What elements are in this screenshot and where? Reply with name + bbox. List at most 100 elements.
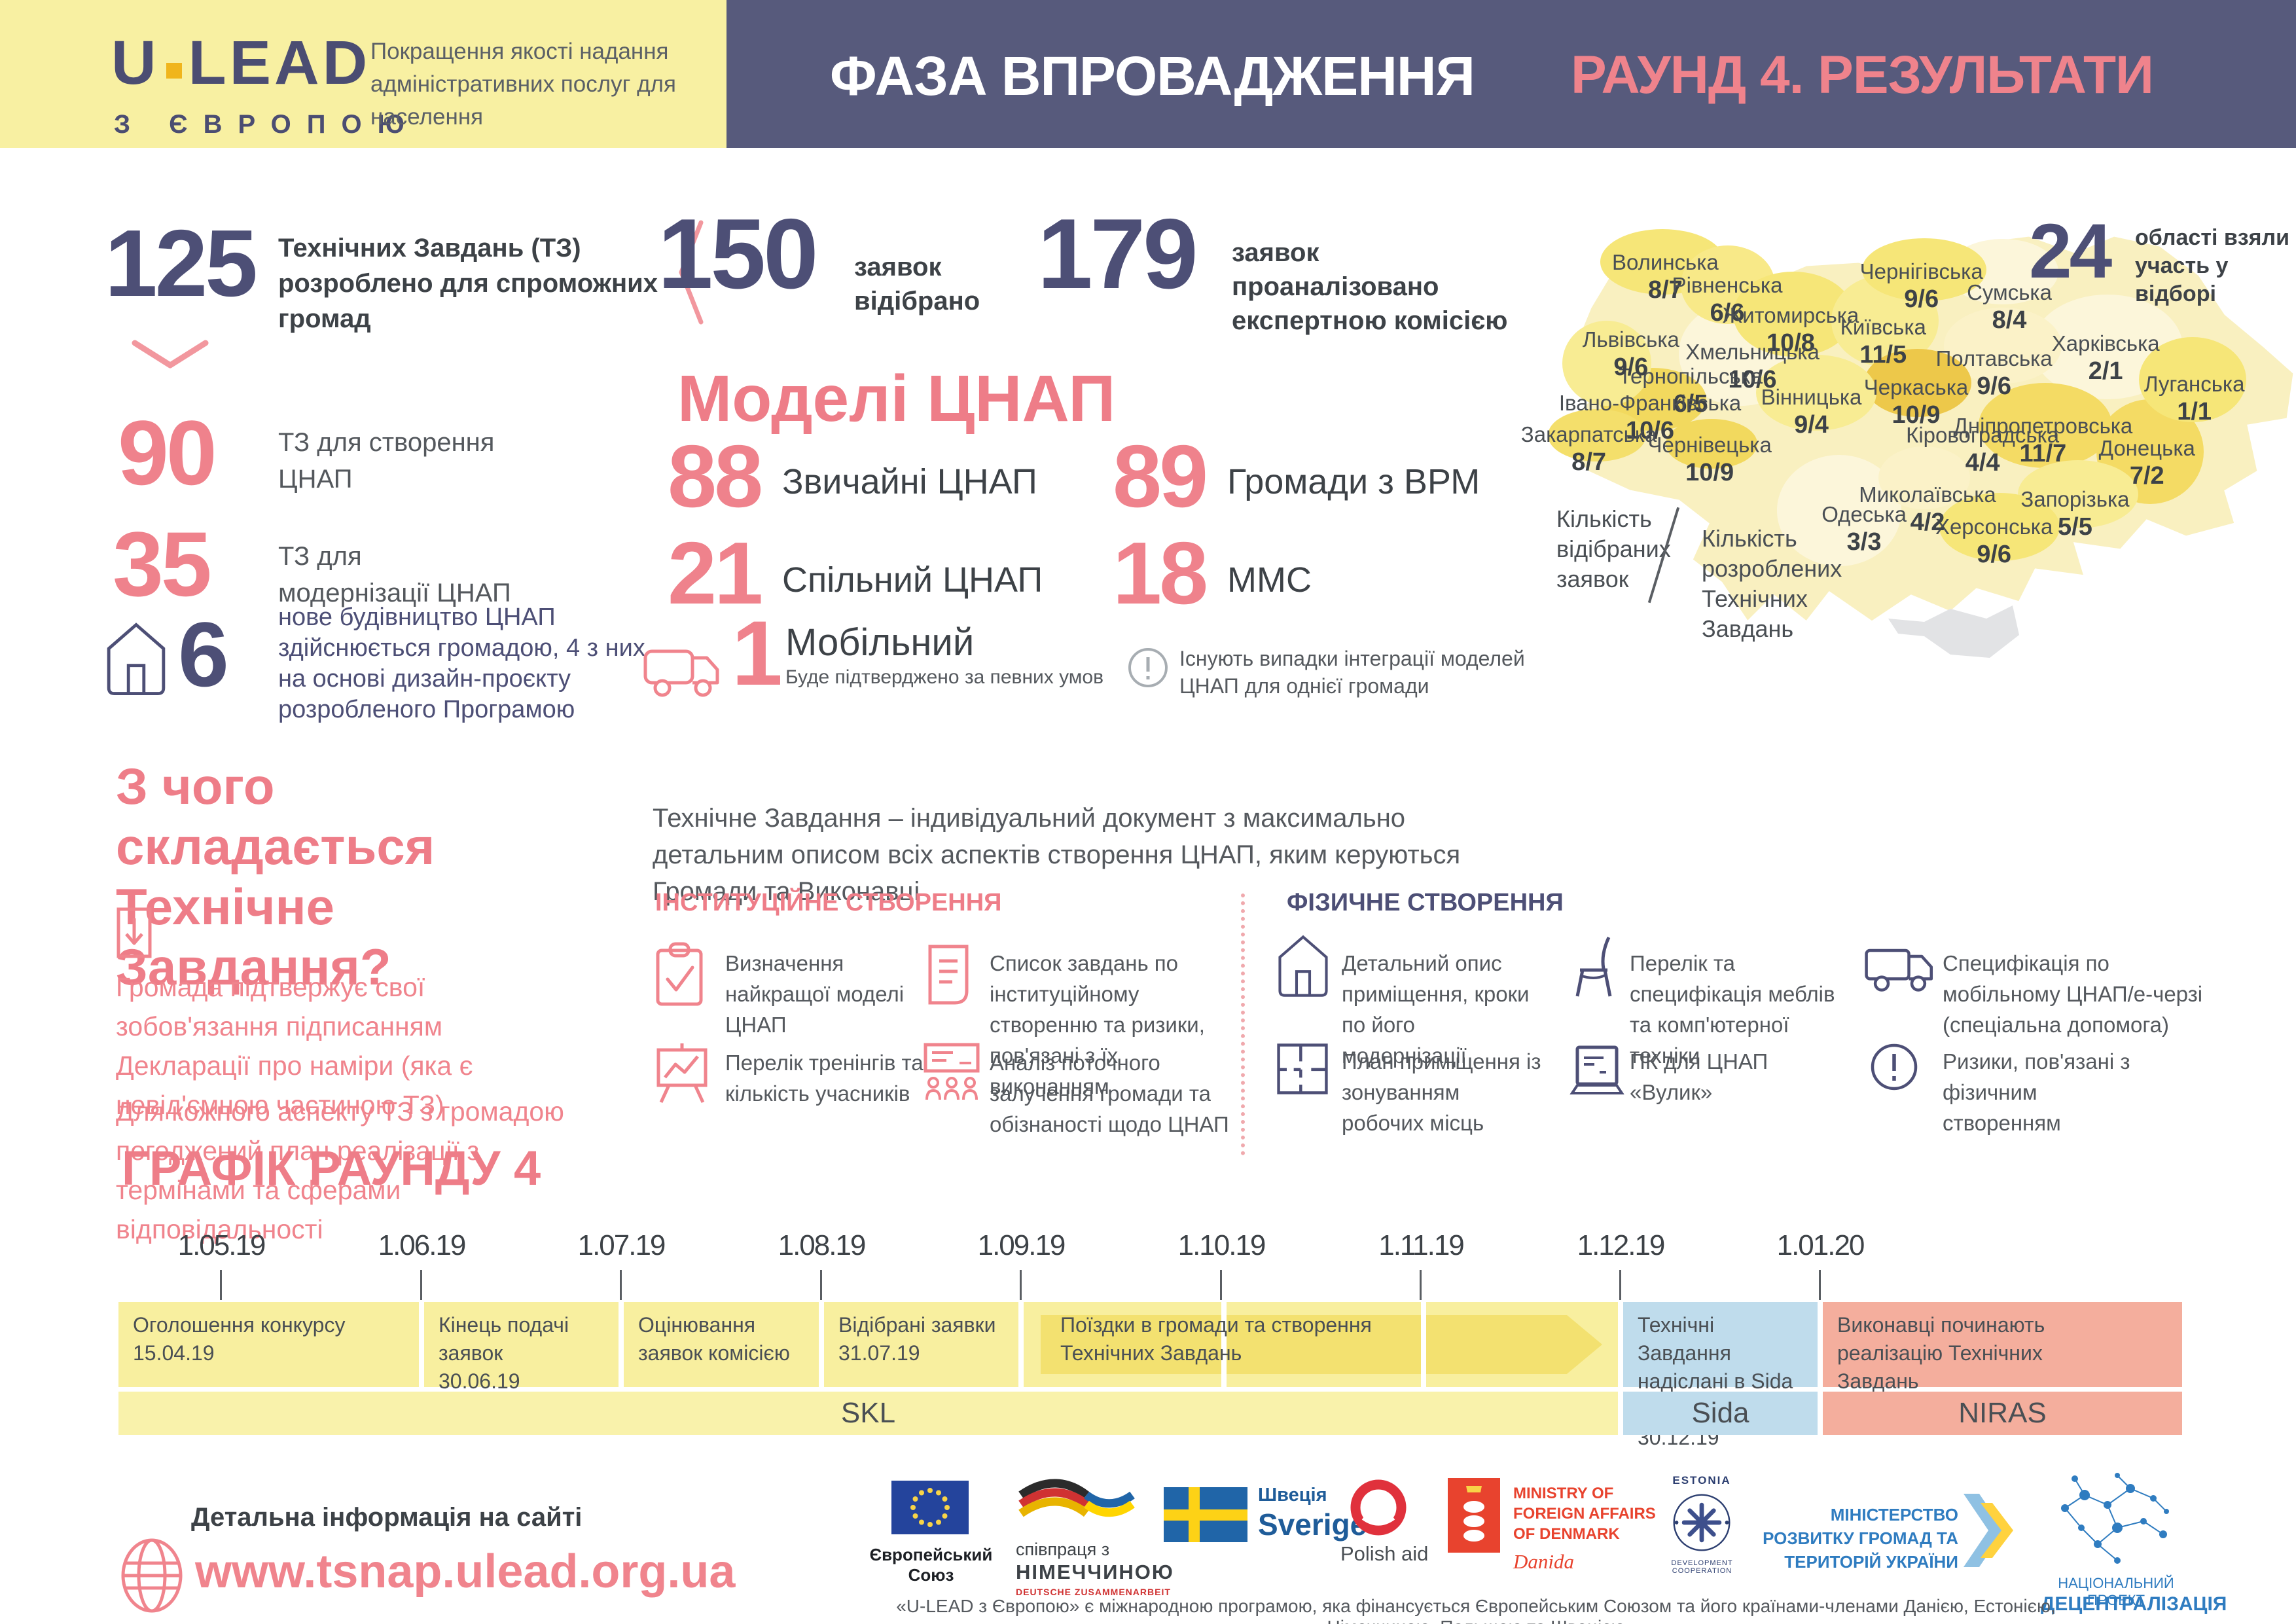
physical-item-2: Перелік та специфікація меблів та комп'ю… (1630, 951, 1835, 1068)
stat-analyzed-label: заявок проаналізовано експертною комісіє… (1232, 238, 1508, 335)
ulead-logo-square-icon (166, 63, 182, 79)
legend-selected-applications: Кількість відібраних заявок (1556, 505, 1671, 592)
website-link[interactable]: www.tsnap.ulead.org.ua (195, 1545, 736, 1598)
sweden-logo-label: Швеція (1258, 1485, 1327, 1506)
footer-disclaimer: «U-LEAD з Європою» є міжнародною програм… (896, 1596, 2056, 1624)
model-mobile-label: Мобільний (785, 621, 975, 664)
actor-bar-niras: NIRAS (1823, 1392, 2182, 1435)
eu-logo-label: Європейський Союз (869, 1545, 993, 1585)
map-region-chernivtsi: Чернівецька 10/9 (1647, 432, 1772, 486)
stat-modernize-value: 35 (113, 513, 212, 615)
denmark-logo-label: MINISTRY OF FOREIGN AFFAIRS OF DENMARK (1513, 1485, 1656, 1543)
institutional-item-3: Перелік тренінгів та кількість учасників (725, 1051, 924, 1106)
map-region-kherson: Херсонська 9/6 (1935, 514, 2053, 568)
map-region-lviv: Львівська 9/6 (1582, 327, 1679, 382)
timeline-date-1: 1.05.19 (177, 1229, 266, 1261)
training-chart-icon (656, 1043, 708, 1104)
timeline-date-8: 1.12.19 (1577, 1229, 1666, 1261)
timeline-date-2: 1.06.19 (378, 1229, 467, 1261)
stat-total-label: Технічних Завдань (ТЗ) розроблено для сп… (278, 234, 658, 333)
van-icon (643, 649, 719, 697)
stat-selected-label: заявок відібрано (854, 253, 980, 316)
map-region-mykolaiv: Миколаївська 4/2 (1859, 482, 1996, 537)
map-region-zakarpattia: Закарпатська 8/7 (1520, 422, 1657, 477)
decentralization-label: НАЦІОНАЛЬНИЙ ПРОЕКТ (2058, 1575, 2174, 1608)
polish-aid-icon (1350, 1479, 1407, 1536)
phase-arrow-shape (1041, 1315, 1602, 1374)
institutional-item-2: Список завдань по інституційному створен… (990, 951, 1205, 1098)
ministry-logo-label: МІНІСТЕРСТВО РОЗВИТКУ ГРОМАД ТА ТЕРИТОРІ… (1763, 1505, 1958, 1572)
denmark-crest-icon (1448, 1478, 1500, 1553)
map-region-kyiv: Київська 11/5 (1840, 315, 1926, 369)
models-heading: Моделі ЦНАП (677, 362, 1116, 435)
phase-implementation: Виконавці починають реалізацію Технічних… (1823, 1302, 2182, 1393)
map-region-khmelnytskyi: Хмельницька 10/6 (1685, 339, 1820, 393)
timeline-tick (420, 1270, 422, 1300)
ulead-logo: U LEAD (111, 27, 370, 99)
timeline-tick (1420, 1270, 1422, 1300)
actor-bar-skl: SKL (118, 1392, 1618, 1435)
phase-date: 30.06.19 (439, 1369, 520, 1393)
map-region-poltava: Полтавська 9/6 (1935, 346, 2053, 401)
phase-date: 15.04.19 (133, 1341, 215, 1365)
timeline-tick (620, 1270, 622, 1300)
ministry-chevron-icon (1964, 1494, 2013, 1567)
map-region-rivne: Рівненська 6/6 (1672, 273, 1783, 327)
institutional-item-4: Аналіз поточного залучення громади та об… (990, 1051, 1229, 1136)
institutional-item-1: Визначення найкращої моделі ЦНАП (725, 951, 905, 1037)
chair-icon (1575, 936, 1612, 997)
map-region-ivano-frankivsk: Івано-Франківська 10/6 (1558, 391, 1742, 445)
phase-gap (1221, 1302, 1227, 1387)
physical-item-6: Ризики, пов'язані з фізичним створенням (1943, 1049, 2130, 1135)
estonia-star-icon (1673, 1494, 1731, 1551)
stat-modernize-label: ТЗ для модернізації ЦНАП (278, 542, 511, 607)
model-joint-label: Спільний ЦНАП (782, 560, 1043, 600)
risk-warning-icon (1871, 1043, 1918, 1091)
estonia-logo-label: ESTONIA (1672, 1474, 1731, 1487)
header-purple-band (726, 0, 2296, 148)
timeline-date-3: 1.07.19 (577, 1229, 666, 1261)
germany-logo-label: співпраця з (1016, 1540, 1110, 1559)
floor-plan-icon (1277, 1043, 1328, 1094)
timeline-date-6: 1.10.19 (1177, 1229, 1266, 1261)
timeline-date-9: 1.01.20 (1776, 1229, 1865, 1261)
model-mmc-label: ММС (1227, 560, 1312, 600)
sweden-logo-sub: Sverige (1258, 1507, 1367, 1542)
model-mobile-value: 1 (732, 602, 783, 704)
phase-gap (1421, 1302, 1426, 1387)
phase-announcement: Оголошення конкурсу 15.04.19 (118, 1302, 419, 1387)
section-divider (1241, 893, 1245, 1155)
download-arrow-icon (117, 907, 152, 958)
program-tagline: Покращення якості надання адміністративн… (370, 39, 676, 130)
institutional-heading: ІНСТИТУЦІЙНЕ СТВОРЕННЯ (655, 889, 1002, 916)
timeline-heading: ГРАФІК РАУНДУ 4 (122, 1141, 541, 1195)
stat-create-label: ТЗ для створення ЦНАП (278, 428, 495, 494)
estonia-logo-sub: DEVELOPMENT COOPERATION (1671, 1559, 1733, 1575)
map-region-luhansk: Луганська 1/1 (2144, 372, 2245, 426)
physical-item-1: Детальний опис приміщення, кроки по його… (1342, 951, 1530, 1068)
map-region-cherkasy: Черкаська 10/9 (1863, 374, 1969, 429)
warning-icon (1128, 648, 1168, 687)
model-joint-value: 21 (668, 524, 763, 623)
physical-heading: ФІЗИЧНЕ СТВОРЕННЯ (1287, 889, 1564, 916)
header-yellow-band (0, 0, 726, 148)
model-mmc-value: 18 (1113, 524, 1208, 623)
map-region-ternopil: Тернопільська 6/5 (1618, 364, 1763, 418)
composition-paragraph-2: Для кожного аспекту ТЗ з громадою погодж… (116, 1096, 564, 1244)
clipboard-check-icon (656, 942, 703, 1006)
map-region-kharkiv: Харківська 2/1 (2051, 331, 2160, 385)
sweden-flag-icon (1164, 1487, 1247, 1542)
phase-sida-submission: Технічні Завдання надіслані в Sida та в … (1623, 1302, 1818, 1449)
page-title: ФАЗА ВПРОВАДЖЕННЯ (830, 45, 1475, 107)
document-icon (928, 945, 969, 1005)
model-vrm-label: Громади з ВРМ (1227, 462, 1480, 501)
physical-item-4: План приміщення із зонуванням робочих мі… (1342, 1049, 1541, 1135)
angle-bracket-icon (679, 220, 704, 325)
house-icon (107, 623, 166, 695)
timeline-tick (1819, 1270, 1821, 1300)
map-region-dnipro: Дніпропетровська 11/7 (1953, 413, 2133, 467)
ulead-logo-subtitle: З ЄВРОПОЮ (114, 110, 420, 139)
germany-cooperation-icon (1018, 1479, 1135, 1517)
germany-logo-sub2: DEUTSCHE ZUSAMMENARBEIT (1016, 1587, 1171, 1597)
actor-bar-sida: Sida (1623, 1392, 1818, 1435)
